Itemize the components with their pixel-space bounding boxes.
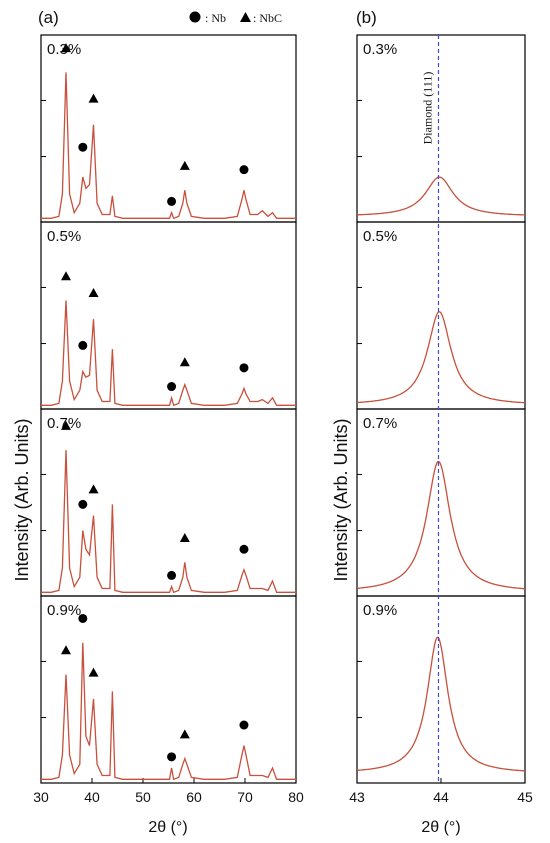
plot-frame-b xyxy=(356,595,526,784)
x-tick-label-a: 30 xyxy=(33,789,49,805)
x-tick-label-a: 50 xyxy=(135,789,151,805)
diamond-peak-trace xyxy=(356,636,526,772)
legend-nbc-text: : NbC xyxy=(253,11,282,25)
nbc-marker xyxy=(88,288,99,298)
nb-marker xyxy=(167,752,177,762)
plot-frame-b xyxy=(356,34,526,223)
nb-marker xyxy=(78,613,88,623)
sample-label-b: 0.7% xyxy=(363,415,397,432)
panel-a-label: (a) xyxy=(38,8,59,27)
panel-a-x-ticks: 30 40 50 60 70 80 xyxy=(33,789,304,805)
x-axis-label-b: 2θ (°) xyxy=(421,819,460,836)
nb-marker xyxy=(78,499,88,509)
xrd-trace-a xyxy=(41,450,296,594)
xrd-trace-a xyxy=(41,72,296,220)
plot-frame-a xyxy=(40,34,297,223)
diamond-peak-trace xyxy=(357,311,525,404)
x-tick-label-a: 40 xyxy=(84,789,100,805)
nbc-marker xyxy=(179,357,190,367)
nbc-marker xyxy=(88,484,99,494)
nb-marker xyxy=(167,570,177,580)
xrd-trace-a xyxy=(41,642,296,781)
nbc-marker xyxy=(88,667,99,677)
xrd-trace-a xyxy=(41,300,296,407)
nbc-marker xyxy=(60,271,71,281)
sample-label-a: 0.7% xyxy=(47,415,81,432)
nb-marker xyxy=(239,165,249,175)
nbc-marker xyxy=(60,420,71,430)
plot-frame-a xyxy=(40,595,297,784)
nb-marker xyxy=(239,720,249,730)
x-tick-label-b: 44 xyxy=(433,789,449,805)
nbc-marker xyxy=(60,645,71,655)
diamond-111-label: Diamond (111) xyxy=(420,72,434,145)
x-tick-label-a: 60 xyxy=(186,789,202,805)
nbc-marker xyxy=(88,93,99,103)
nbc-marker xyxy=(60,43,71,53)
y-axis-label-a: Intensity (Arb. Units) xyxy=(12,418,32,581)
plot-frame-b xyxy=(356,408,526,597)
nb-marker xyxy=(167,196,177,206)
nb-marker xyxy=(78,340,88,350)
nb-marker xyxy=(239,544,249,554)
sample-label-b: 0.5% xyxy=(363,228,397,245)
legend-nbc-marker xyxy=(240,12,251,22)
sample-label-a: 0.9% xyxy=(47,602,81,619)
x-tick-label-b: 45 xyxy=(517,789,533,805)
diamond-peak-trace xyxy=(357,176,525,216)
panel-b-label: (b) xyxy=(356,8,377,27)
sample-label-b: 0.3% xyxy=(363,41,397,58)
sample-label-a: 0.5% xyxy=(47,228,81,245)
nb-marker xyxy=(239,363,249,373)
plot-frame-b xyxy=(356,221,526,410)
nbc-marker xyxy=(179,729,190,739)
nbc-marker xyxy=(179,160,190,170)
sample-label-b: 0.9% xyxy=(363,602,397,619)
nb-marker xyxy=(78,142,88,152)
legend-nb-text: : Nb xyxy=(205,11,226,25)
panel-b: 0.3% 0.5% 0.7% 0.9% Diamond (111) xyxy=(356,34,526,784)
x-axis-label-a: 2θ (°) xyxy=(148,819,187,836)
x-tick-label-b: 43 xyxy=(349,789,365,805)
nb-marker xyxy=(167,382,177,392)
nbc-marker xyxy=(179,533,190,543)
y-axis-label-b: Intensity (Arb. Units) xyxy=(331,418,351,581)
x-tick-label-a: 80 xyxy=(288,789,304,805)
legend-nb-marker xyxy=(189,11,201,23)
diamond-peak-trace xyxy=(356,460,526,590)
panel-a: 0.3%0.5%0.7%0.9% xyxy=(40,34,297,784)
x-tick-label-a: 70 xyxy=(237,789,253,805)
panel-b-x-ticks: 43 44 45 xyxy=(349,789,533,805)
plot-frame-a xyxy=(40,221,297,410)
